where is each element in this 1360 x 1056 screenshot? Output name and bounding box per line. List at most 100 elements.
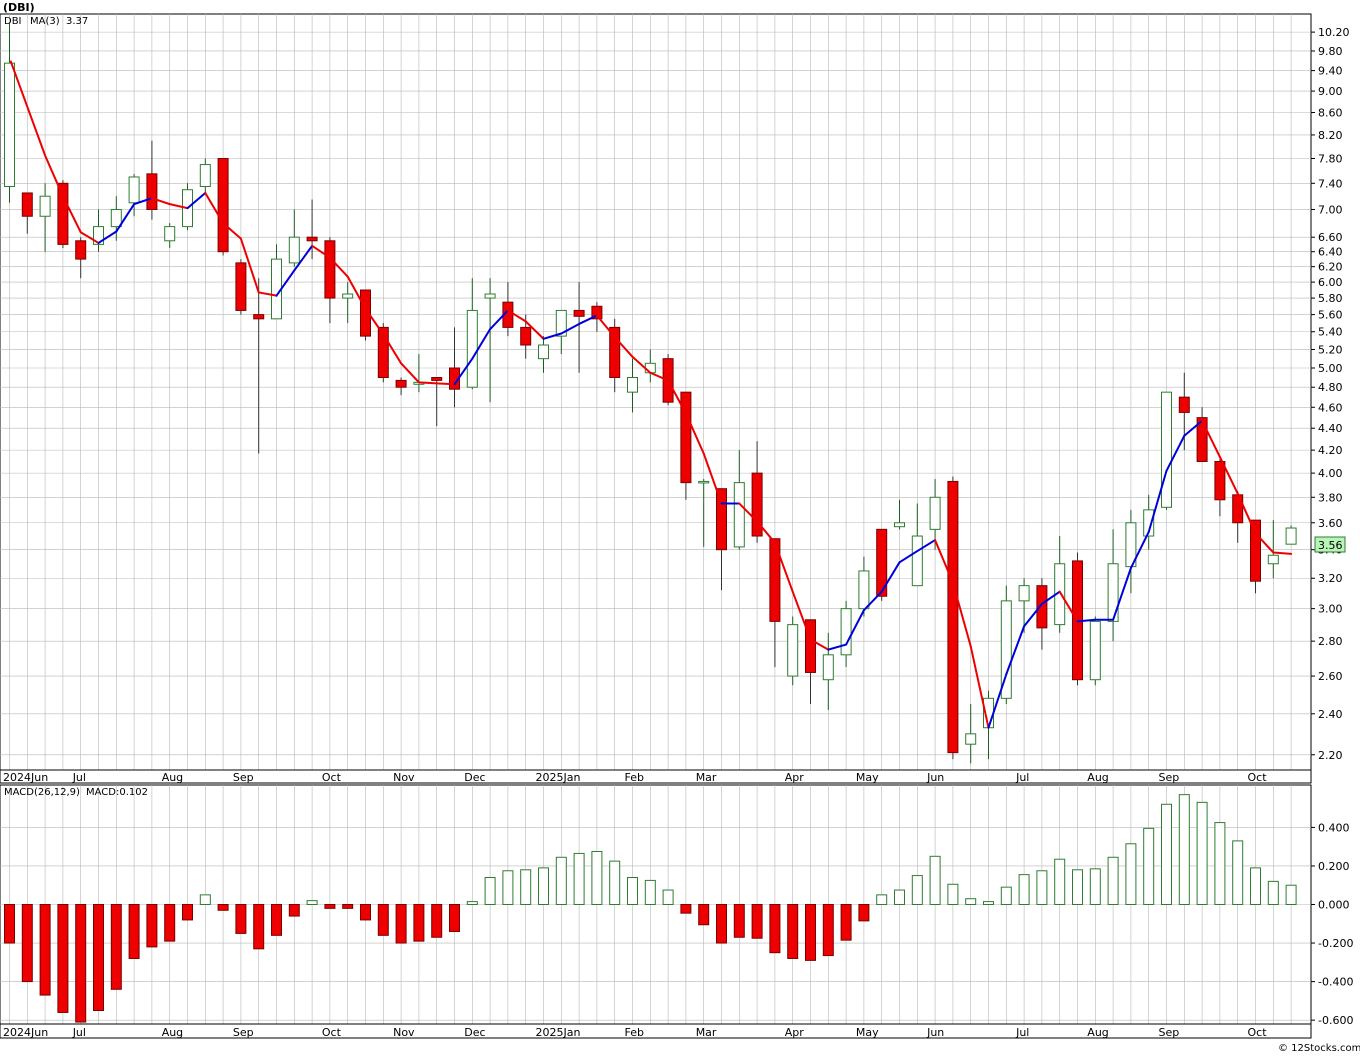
ma3-segment <box>435 382 456 386</box>
candle-body <box>466 309 478 388</box>
macd-bar <box>146 904 158 948</box>
price-tick-label: 3.00 <box>1318 603 1343 616</box>
candle-body <box>591 305 603 320</box>
macd-bar <box>1036 870 1048 905</box>
x-tick-label: Apr <box>785 1026 805 1039</box>
price-tick-label: 9.80 <box>1318 45 1343 58</box>
price-tick-label: 2.60 <box>1318 670 1343 683</box>
macd-bar <box>1000 886 1012 905</box>
price-y-axis: 10.20 9.80 9.40 9.00 8.60 8.20 7.80 7.40 7.00 6.6… <box>1311 26 1350 762</box>
ma3-segment <box>560 322 581 335</box>
candle-body <box>1214 460 1226 501</box>
ma3-segment <box>1254 532 1275 554</box>
x-tick-label: May <box>856 771 879 784</box>
price-tick-label: 6.40 <box>1318 246 1343 259</box>
macd-bar <box>502 870 514 905</box>
candle-body <box>1161 391 1172 508</box>
ma3-segment <box>1147 469 1168 534</box>
candle-body <box>21 192 33 217</box>
macd-bar <box>1018 874 1030 905</box>
candle-body <box>306 236 318 242</box>
macd-bar <box>947 883 959 905</box>
macd-bar <box>1107 856 1119 905</box>
macd-bar <box>911 875 923 905</box>
price-tick-label: 5.80 <box>1318 292 1343 305</box>
x-tick-label: Sep <box>233 771 254 784</box>
candle-body <box>751 472 763 537</box>
x-tick-label: Dec <box>464 1026 485 1039</box>
macd-bar <box>555 856 567 905</box>
macd-bar <box>449 904 460 932</box>
ma3-segment <box>346 275 367 310</box>
legend-ma-value: 3.37 <box>66 16 88 27</box>
candle-body <box>627 377 638 393</box>
ma3-segment <box>845 609 865 646</box>
ma3-segment <box>809 638 830 651</box>
ma3-segment <box>1058 590 1079 623</box>
macd-legend-value: MACD:0.102 <box>86 787 148 798</box>
ma3-segment <box>773 541 794 593</box>
candle-body <box>57 182 69 245</box>
x-tick-label: Oct <box>1248 771 1268 784</box>
candle-body <box>573 309 585 317</box>
macd-bar <box>1232 840 1244 905</box>
ma3-segment <box>417 381 438 385</box>
macd-bar <box>395 904 407 944</box>
macd-bar <box>466 901 478 906</box>
candle-body <box>644 362 656 374</box>
price-panel: 10.20 9.80 9.40 9.00 8.60 8.20 7.80 7.40 7.00 6.6… <box>0 13 1350 771</box>
macd-bar <box>199 894 211 906</box>
price-tick-label: 4.40 <box>1318 422 1343 435</box>
macd-bar <box>413 904 425 942</box>
ma3-series <box>9 60 1293 729</box>
macd-bar <box>75 904 87 1023</box>
macd-bar <box>110 904 122 990</box>
macd-bar <box>306 900 318 905</box>
macd-bar <box>1143 827 1155 906</box>
candle-body <box>39 195 51 217</box>
ma3-segment <box>649 371 670 382</box>
ma3-segment <box>1129 531 1150 570</box>
macd-bar <box>1267 880 1279 906</box>
ma3-segment <box>1165 434 1186 472</box>
macd-histogram <box>4 794 1297 1023</box>
macd-bar <box>288 904 300 917</box>
ma3-segment <box>595 314 616 339</box>
macd-bar <box>1196 801 1208 906</box>
macd-bar <box>965 898 977 905</box>
price-tick-label: 2.20 <box>1318 749 1343 762</box>
x-tick-label: Nov <box>393 1026 415 1039</box>
candle-body <box>1143 509 1155 537</box>
macd-bar <box>4 904 15 944</box>
x-tick-label: Feb <box>625 771 644 784</box>
ma3-segment <box>934 539 954 584</box>
candle-body <box>965 733 977 745</box>
candle-body <box>1196 417 1208 462</box>
macd-bar <box>894 889 905 906</box>
candle-body <box>947 480 959 754</box>
macd-bar <box>787 904 799 959</box>
macd-bar <box>57 904 69 1013</box>
candle-body <box>805 619 816 673</box>
x-tick-label: Mar <box>696 771 717 784</box>
ma3-segment <box>1023 602 1043 628</box>
macd-bar <box>769 904 781 954</box>
x-tick-label: Jul <box>1015 1026 1029 1039</box>
price-tick-label: 5.20 <box>1318 344 1343 357</box>
candle-body <box>876 528 888 597</box>
ma3-segment <box>9 60 47 156</box>
candle-body <box>822 654 834 681</box>
candle-body <box>164 226 176 242</box>
macd-bar <box>1125 843 1137 906</box>
candle-body <box>360 289 371 337</box>
candle-body <box>431 377 443 381</box>
ma3-segment <box>791 590 812 641</box>
x-tick-label: Sep <box>1159 771 1180 784</box>
ma3-segment <box>186 191 207 210</box>
macd-bar <box>342 904 354 909</box>
ma3-segment <box>168 203 189 210</box>
last-price-value: 3.56 <box>1318 539 1343 552</box>
candle-body <box>911 535 923 587</box>
macd-tick-label: 0.000 <box>1318 899 1350 912</box>
